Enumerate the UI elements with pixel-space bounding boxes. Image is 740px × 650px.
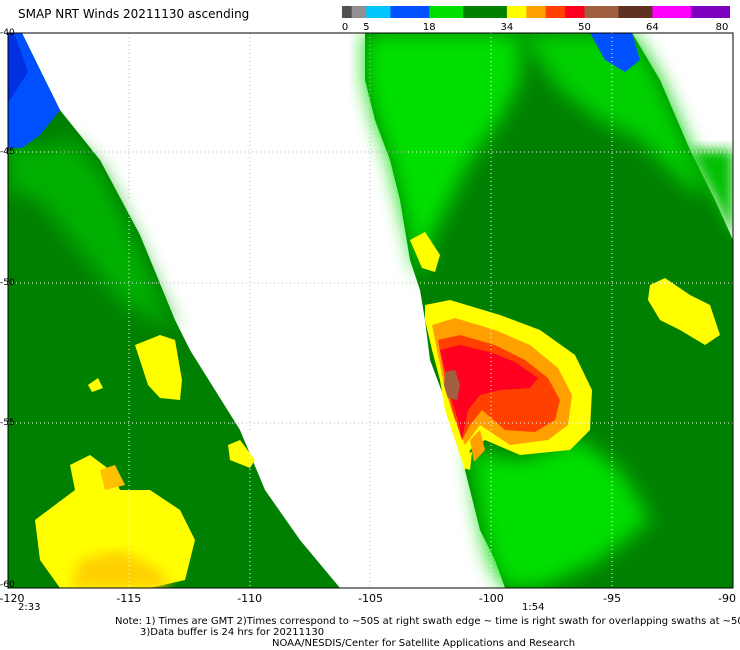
colorbar-segment: [565, 6, 585, 18]
left-swath-yellow-patch-4: [228, 440, 255, 468]
colorbar-segment: [584, 6, 619, 18]
y-tick-label: -55: [0, 418, 15, 428]
y-tick-label: -60: [0, 580, 15, 590]
x-tick-label: -95: [603, 592, 622, 605]
right-swath-yellow-patch-east: [648, 278, 720, 345]
colorbar-segment: [526, 6, 547, 18]
colorbar-label: 34: [500, 22, 514, 33]
x-tick-label: -100: [478, 592, 504, 605]
map-frame: [7, 32, 734, 589]
map-grid-over-white: [60, 33, 450, 588]
y-tick-label: -40: [0, 28, 15, 38]
colorbar-segment: [506, 6, 527, 18]
colorbar-label: 50: [578, 22, 591, 33]
x-tick-label: -90: [718, 592, 736, 605]
x-tick-label: -110: [237, 592, 263, 605]
left-swath: [8, 33, 340, 588]
storm-red: [440, 345, 538, 440]
colorbar-label: 18: [422, 22, 436, 33]
note-line-2: 3)Data buffer is 24 hrs for 20211130: [140, 627, 325, 638]
colorbar-segment: [351, 6, 367, 18]
colorbar-segment: [618, 6, 653, 18]
right-swath-yellow-patch-small: [410, 232, 440, 272]
note-line-3: NOAA/NESDIS/Center for Satellite Applica…: [272, 638, 576, 649]
right-swath-light-green-east: [520, 33, 710, 200]
wind-colorbar: [342, 6, 730, 18]
colorbar-segment: [463, 6, 508, 18]
colorbar-label: 0: [341, 22, 349, 33]
storm-orange-tail: [470, 430, 485, 462]
right-swath-blue-patch: [590, 33, 640, 72]
map-title: SMAP NRT Winds 20211130 ascending: [18, 7, 250, 21]
colorbar-segment: [390, 6, 430, 18]
colorbar-label: 64: [646, 22, 659, 33]
x-tick-label: -120: [0, 592, 25, 605]
left-swath-yellow-patch-3: [35, 455, 195, 588]
y-tick-label: -50: [0, 278, 15, 288]
x-tick-label: -105: [358, 592, 383, 605]
colorbar-segment: [545, 6, 566, 18]
note-line-1: Note: 1) Times are GMT 2)Times correspon…: [115, 616, 740, 627]
right-swath: [365, 33, 733, 588]
right-swath-light-green-west: [365, 33, 520, 280]
colorbar-segment: [342, 6, 353, 18]
y-tick-label: -45: [0, 147, 15, 157]
left-swath-yellow-patch-2: [88, 378, 103, 392]
colorbar-segment: [366, 6, 391, 18]
colorbar-label: 5: [363, 22, 370, 33]
right-swath-light-green-south: [470, 440, 650, 588]
x-tick-label: -115: [116, 592, 142, 605]
colorbar-label: 80: [715, 22, 729, 33]
swath-time-left: 2:33: [18, 602, 41, 613]
swath-time-right: 1:54: [522, 602, 545, 613]
colorbar-segment: [652, 6, 692, 18]
colorbar-segment: [429, 6, 464, 18]
left-swath-yellow-patch-1: [135, 335, 182, 400]
left-swath-light-band: [8, 140, 175, 330]
storm-brown: [444, 370, 460, 400]
colorbar-segment: [691, 6, 730, 18]
